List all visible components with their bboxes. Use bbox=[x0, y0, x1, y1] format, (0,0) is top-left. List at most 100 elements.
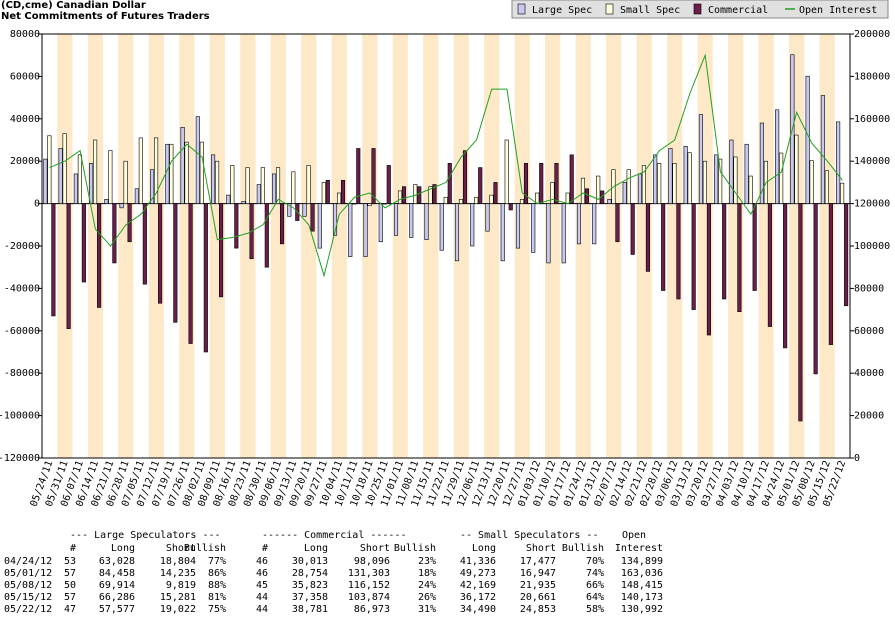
table-cell: 14,235 bbox=[160, 568, 196, 579]
table-cell: 66% bbox=[586, 580, 604, 591]
bar bbox=[317, 203, 322, 249]
bar bbox=[844, 203, 849, 307]
bar bbox=[565, 192, 570, 204]
table-column-header: Short bbox=[360, 543, 390, 554]
bar bbox=[504, 139, 509, 204]
table-group-header: ------ Commercial ------ bbox=[262, 530, 407, 541]
table-cell: 31% bbox=[418, 604, 436, 615]
bar bbox=[142, 203, 147, 285]
table-cell: 17,477 bbox=[520, 556, 556, 567]
table-cell: 36,172 bbox=[460, 592, 496, 603]
bar bbox=[474, 196, 479, 204]
bar bbox=[432, 184, 437, 204]
bar bbox=[626, 169, 631, 204]
y2-tick-label: 80000 bbox=[854, 283, 884, 294]
bar bbox=[348, 203, 353, 257]
table-column-header: # bbox=[262, 543, 268, 554]
bar bbox=[150, 169, 155, 204]
bar bbox=[622, 182, 627, 204]
y2-tick-label: 0 bbox=[854, 453, 860, 464]
bar bbox=[519, 199, 525, 204]
bar bbox=[478, 167, 483, 204]
bar bbox=[683, 146, 688, 204]
bar bbox=[576, 203, 582, 245]
band bbox=[87, 34, 103, 458]
band bbox=[423, 34, 439, 458]
bar bbox=[51, 203, 56, 317]
bar bbox=[321, 182, 326, 204]
band bbox=[301, 34, 317, 458]
legend-label: Large Spec bbox=[532, 5, 592, 16]
table-cell: 98,096 bbox=[354, 556, 390, 567]
bar bbox=[428, 186, 433, 204]
bar bbox=[93, 139, 98, 204]
table-cell: 75% bbox=[208, 604, 226, 615]
table-cell: 66,286 bbox=[99, 592, 135, 603]
bar bbox=[97, 203, 102, 308]
y-tick-label: 60000 bbox=[10, 71, 40, 82]
bar bbox=[203, 203, 208, 353]
bar bbox=[454, 203, 460, 262]
table-cell: 77% bbox=[208, 556, 226, 567]
bar bbox=[165, 143, 170, 204]
table-cell: 35,823 bbox=[292, 580, 328, 591]
table-column-header: Short bbox=[526, 543, 556, 554]
bar bbox=[245, 167, 250, 204]
bar bbox=[401, 186, 407, 204]
bar bbox=[489, 194, 494, 204]
table-cell: 70% bbox=[586, 556, 604, 567]
y-tick-label: -20000 bbox=[4, 241, 40, 252]
table-cell: 28,754 bbox=[292, 568, 328, 579]
table-cell: 04/24/12 bbox=[4, 556, 52, 567]
bar bbox=[260, 167, 265, 204]
bar bbox=[759, 122, 764, 204]
table-cell: 41,336 bbox=[460, 556, 496, 567]
bar bbox=[737, 203, 742, 313]
table-group-header: --- Large Speculators --- bbox=[70, 530, 221, 541]
table-cell: 21,935 bbox=[520, 580, 556, 591]
bar bbox=[417, 186, 422, 204]
y-tick-label: 20000 bbox=[10, 156, 40, 167]
bar bbox=[352, 203, 357, 205]
bar bbox=[215, 160, 220, 204]
bar bbox=[325, 179, 330, 204]
bar bbox=[188, 203, 193, 344]
bar bbox=[584, 188, 590, 204]
bar bbox=[550, 182, 555, 204]
band bbox=[667, 34, 683, 458]
bar bbox=[729, 139, 734, 204]
bar bbox=[615, 203, 620, 243]
table-cell: 131,303 bbox=[348, 568, 390, 579]
table-cell: 103,874 bbox=[348, 592, 390, 603]
y2-tick-label: 60000 bbox=[854, 326, 884, 337]
band bbox=[484, 34, 500, 458]
band bbox=[57, 34, 73, 458]
bar bbox=[89, 163, 94, 204]
bar bbox=[310, 203, 315, 232]
y-tick-label: -120000 bbox=[0, 453, 40, 464]
bar bbox=[523, 163, 529, 204]
bar bbox=[657, 163, 662, 204]
bar bbox=[413, 184, 418, 204]
bar bbox=[531, 203, 536, 253]
y2-tick-label: 140000 bbox=[854, 156, 890, 167]
bar bbox=[641, 165, 646, 204]
chart-subtitle: Net Commitments of Futures Traders bbox=[1, 11, 210, 22]
band bbox=[118, 34, 134, 458]
bar bbox=[836, 121, 841, 204]
bar bbox=[592, 203, 597, 245]
bar bbox=[234, 203, 239, 249]
bar bbox=[752, 203, 757, 291]
table-cell: 58% bbox=[586, 604, 604, 615]
y-tick-label: 80000 bbox=[10, 29, 40, 40]
bar bbox=[798, 203, 803, 422]
bar bbox=[767, 203, 772, 327]
bar bbox=[462, 150, 468, 204]
table-cell: 42,169 bbox=[460, 580, 496, 591]
table-group-header: Open bbox=[622, 530, 646, 541]
band bbox=[362, 34, 378, 458]
bar bbox=[158, 203, 163, 304]
bar bbox=[272, 173, 277, 204]
